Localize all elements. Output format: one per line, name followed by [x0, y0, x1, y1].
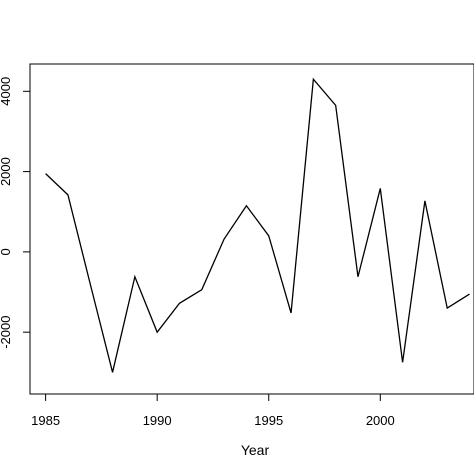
y-tick-label: 2000 — [0, 157, 13, 186]
x-tick-label: 2000 — [366, 413, 395, 428]
x-tick-label: 1995 — [254, 413, 283, 428]
y-axis: -2000 0 2000 4000 — [0, 77, 31, 349]
x-tick-label: 1985 — [31, 413, 60, 428]
series-line — [45, 77, 470, 373]
x-axis: 1985 1990 1995 2000 — [31, 393, 395, 428]
plot-frame — [29, 63, 474, 395]
y-tick-label: 4000 — [0, 77, 13, 106]
x-axis-label: Year — [241, 442, 270, 458]
y-tick-label: 0 — [0, 248, 13, 255]
y-tick-label: -2000 — [0, 316, 13, 349]
x-tick-label: 1990 — [143, 413, 172, 428]
